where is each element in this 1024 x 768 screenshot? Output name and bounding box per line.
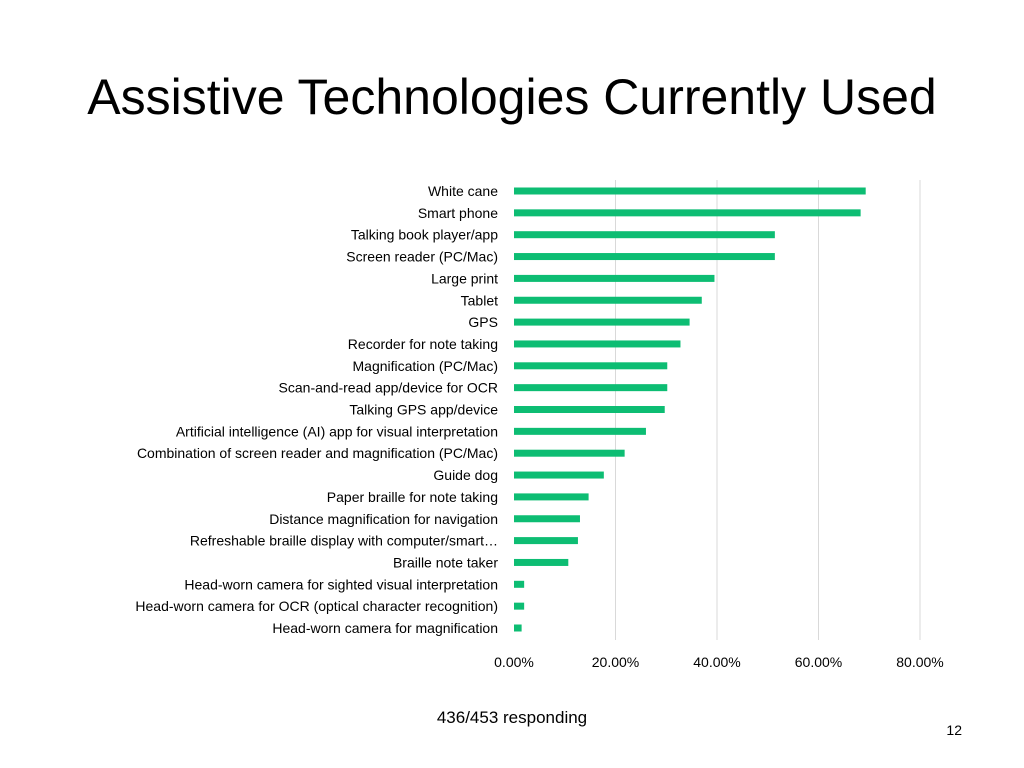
category-label: GPS bbox=[468, 314, 498, 330]
bar bbox=[514, 624, 522, 632]
category-label: Recorder for note taking bbox=[348, 336, 498, 352]
bar bbox=[514, 362, 668, 370]
category-label: Paper braille for note taking bbox=[327, 489, 498, 505]
x-tick-label: 60.00% bbox=[795, 654, 842, 670]
category-label: Scan-and-read app/device for OCR bbox=[279, 380, 498, 396]
category-label: Large print bbox=[431, 270, 498, 286]
category-label: Guide dog bbox=[433, 467, 498, 483]
bar bbox=[514, 187, 866, 195]
category-label: Artificial intelligence (AI) app for vis… bbox=[176, 423, 498, 439]
bar bbox=[514, 602, 525, 610]
bar bbox=[514, 209, 861, 217]
category-label: Head-worn camera for sighted visual inte… bbox=[184, 576, 498, 592]
category-label: White cane bbox=[428, 183, 498, 199]
x-tick-label: 40.00% bbox=[693, 654, 740, 670]
category-labels: White cane Smart phone Talking book player… bbox=[135, 183, 498, 636]
category-label: Combination of screen reader and magnifi… bbox=[137, 445, 498, 461]
x-tick-label: 20.00% bbox=[592, 654, 639, 670]
bar bbox=[514, 471, 604, 479]
category-label: Tablet bbox=[461, 292, 498, 308]
bar bbox=[514, 558, 569, 566]
slide-title: Assistive Technologies Currently Used bbox=[87, 69, 937, 125]
response-count-note: 436/453 responding bbox=[436, 708, 588, 727]
bar bbox=[514, 253, 775, 261]
bar bbox=[514, 384, 668, 392]
bar bbox=[514, 515, 580, 523]
bar bbox=[514, 340, 681, 348]
x-tick-label: 80.00% bbox=[896, 654, 943, 670]
bar bbox=[514, 274, 715, 282]
category-label: Braille note taker bbox=[393, 554, 498, 570]
category-label: Screen reader (PC/Mac) bbox=[346, 249, 498, 265]
bar bbox=[514, 406, 665, 413]
x-axis-tick-labels: 0.00% 20.00% 40.00% 60.00% 80.00% bbox=[494, 654, 944, 670]
category-label: Talking book player/app bbox=[351, 227, 498, 243]
category-label: Smart phone bbox=[418, 205, 498, 221]
bars bbox=[514, 187, 866, 632]
page-number: 12 bbox=[946, 722, 962, 738]
category-label: Head-worn camera for magnification bbox=[272, 620, 498, 636]
bar bbox=[514, 296, 702, 304]
bar bbox=[514, 231, 775, 239]
category-label: Magnification (PC/Mac) bbox=[353, 358, 499, 374]
bar bbox=[514, 318, 690, 326]
category-label: Refreshable braille display with compute… bbox=[190, 533, 498, 549]
bar bbox=[514, 427, 646, 435]
bar bbox=[514, 493, 589, 501]
bar bbox=[514, 580, 525, 588]
bar bbox=[514, 537, 578, 545]
x-tick-label: 0.00% bbox=[494, 654, 534, 670]
category-label: Head-worn camera for OCR (optical charac… bbox=[135, 598, 498, 614]
category-label: Talking GPS app/device bbox=[349, 402, 498, 418]
category-label: Distance magnification for navigation bbox=[269, 511, 498, 527]
bar bbox=[514, 449, 625, 457]
